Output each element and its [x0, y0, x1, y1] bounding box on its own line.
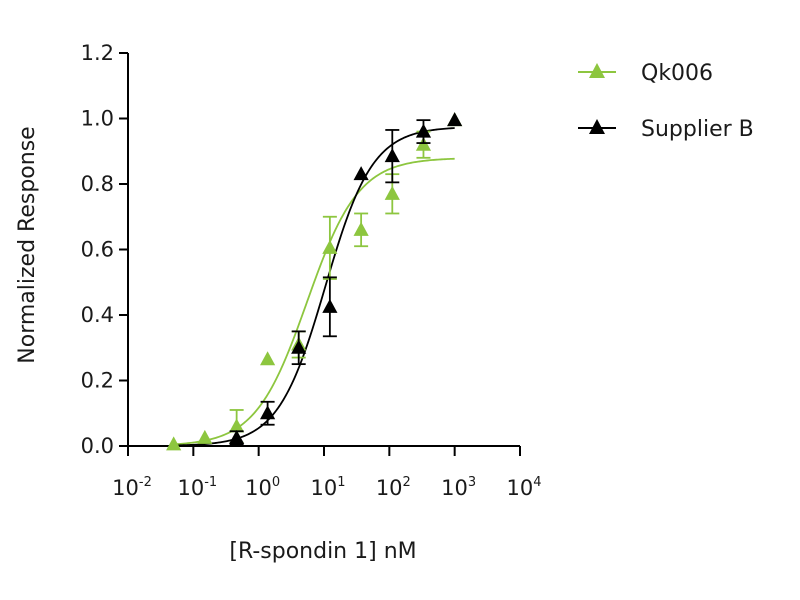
data-point-supplier-b — [322, 298, 338, 313]
axes: 0.0 0.2 0.4 0.6 0.8 1.0 1.2 10-2 10-1 100 101 102 10… — [81, 41, 542, 500]
data-point-qk006 — [166, 436, 182, 451]
data-point-supplier-b — [229, 429, 245, 444]
x-tick-label: 10-2 — [112, 475, 152, 500]
data-point-supplier-b — [259, 405, 276, 420]
x-tick-label: 102 — [376, 475, 411, 500]
data-point-qk006 — [229, 418, 245, 433]
y-tick-label: 0.2 — [81, 369, 114, 393]
y-tick-label: 1.2 — [81, 41, 114, 65]
x-tick-label: 10-1 — [177, 475, 217, 500]
data-point-qk006 — [197, 429, 213, 444]
data-point-supplier-b — [291, 339, 307, 354]
data-point-qk006 — [384, 185, 400, 200]
y-tick-label: 1.0 — [81, 107, 114, 131]
data-point-qk006 — [322, 239, 338, 254]
fit-curve-qk006 — [173, 157, 455, 446]
y-axis-title: Normalized Response — [15, 126, 40, 363]
y-tick-label: 0.0 — [81, 434, 114, 458]
y-tick-label: 0.6 — [81, 238, 114, 262]
x-tick-label: 100 — [245, 475, 280, 500]
legend-label-qk006: Qk006 — [641, 61, 713, 86]
data-points — [166, 112, 463, 451]
legend-marker-supplier-b — [589, 119, 605, 134]
fit-curves — [173, 127, 455, 447]
data-point-supplier-b — [353, 166, 369, 181]
x-tick-label: 101 — [310, 475, 345, 500]
data-point-supplier-b — [415, 123, 432, 138]
legend: Qk006 Supplier B — [578, 61, 754, 142]
x-tick-label: 104 — [506, 475, 541, 500]
y-tick-label: 0.8 — [81, 172, 114, 196]
data-point-qk006 — [259, 351, 276, 366]
x-tick-label: 103 — [441, 475, 476, 500]
x-axis-title: [R-spondin 1] nM — [229, 539, 416, 564]
legend-marker-qk006 — [589, 63, 605, 78]
data-point-supplier-b — [447, 112, 463, 127]
data-point-supplier-b — [384, 148, 400, 163]
data-point-qk006 — [353, 221, 369, 236]
fit-curve-supplier-b — [173, 127, 455, 447]
y-tick-label: 0.4 — [81, 303, 114, 327]
legend-label-supplier-b: Supplier B — [641, 117, 754, 142]
